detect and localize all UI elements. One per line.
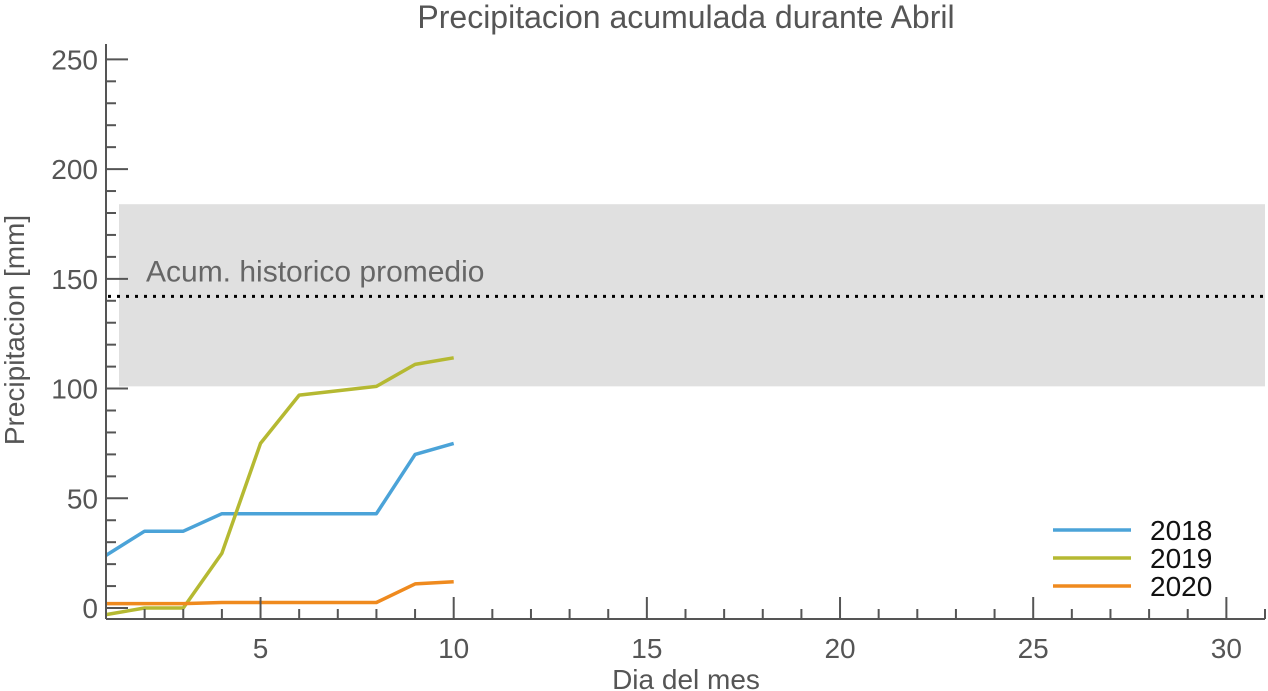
x-tick-label: 30 bbox=[1211, 633, 1242, 664]
legend-label-2019: 2019 bbox=[1150, 543, 1212, 574]
series-layer bbox=[105, 356, 455, 617]
y-tick-label: 250 bbox=[51, 44, 98, 75]
y-tick-label: 150 bbox=[51, 264, 98, 295]
y-axis-label: Precipitacion [mm] bbox=[0, 215, 30, 445]
series-line-2020 bbox=[106, 579, 454, 606]
series-line-2018 bbox=[105, 441, 455, 557]
x-tick-label: 20 bbox=[824, 633, 855, 664]
legend-label-2018: 2018 bbox=[1150, 515, 1212, 546]
x-tick-label: 5 bbox=[253, 633, 269, 664]
y-tick-label: 50 bbox=[67, 483, 98, 514]
x-tick-label: 10 bbox=[438, 633, 469, 664]
x-tick-label: 25 bbox=[1018, 633, 1049, 664]
y-tick-label: 100 bbox=[51, 374, 98, 405]
y-tick-label: 200 bbox=[51, 154, 98, 185]
x-axis-label: Dia del mes bbox=[612, 664, 760, 691]
historical-mean-label: Acum. historico promedio bbox=[146, 255, 484, 288]
series-line-2019 bbox=[105, 356, 454, 617]
x-tick-label: 15 bbox=[631, 633, 662, 664]
y-tick-label: 0 bbox=[82, 593, 98, 624]
chart-title: Precipitacion acumulada durante Abril bbox=[417, 0, 954, 35]
axes: 0 50 100 150 200 250 5 10 15 20 25 30 bbox=[51, 44, 1266, 664]
legend-label-2020: 2020 bbox=[1150, 571, 1212, 602]
